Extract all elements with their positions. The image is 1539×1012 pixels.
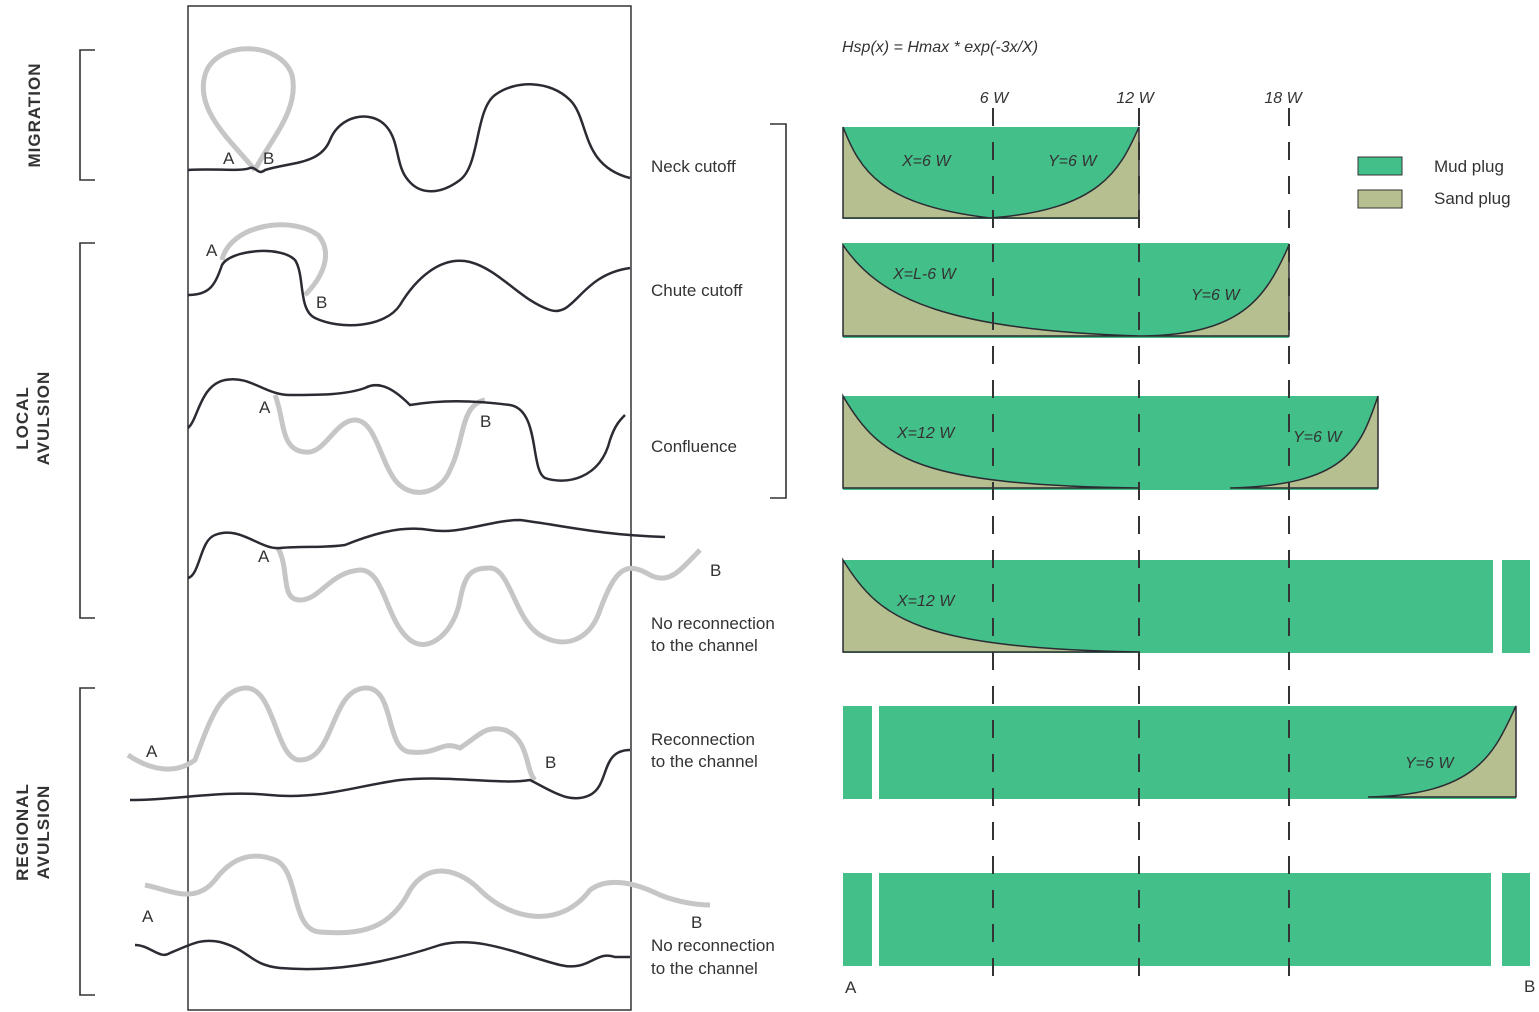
plug-label: Y=6 W (1293, 429, 1343, 446)
plug-label: Y=6 W (1191, 287, 1241, 304)
abandoned-channel (275, 395, 485, 492)
channel (188, 379, 625, 480)
bracket (80, 243, 95, 618)
plug-label: X=12 W (896, 593, 956, 610)
legend-label: Mud plug (1434, 157, 1504, 176)
legend-swatch (1358, 190, 1402, 208)
mud-plug (843, 706, 872, 799)
legend-label: Sand plug (1434, 189, 1511, 208)
plug-label: X=12 W (896, 425, 956, 442)
bracket (80, 50, 95, 180)
plug-label: Y=6 W (1048, 153, 1098, 170)
bracket (770, 124, 786, 498)
row-label: Reconnection (651, 730, 755, 749)
point-label: B (480, 412, 491, 431)
end-label: B (1524, 977, 1535, 996)
plug-label: X=L-6 W (892, 266, 958, 283)
abandoned-channel (203, 49, 293, 170)
group-label: LOCAL (13, 386, 32, 450)
row-label: No reconnection (651, 614, 775, 633)
group-label: MIGRATION (25, 62, 44, 167)
sketch-frame (188, 6, 631, 1010)
axis-label: 6 W (980, 90, 1010, 107)
row-label: No reconnection (651, 936, 775, 955)
row-label: to the channel (651, 959, 758, 978)
mud-plug (879, 706, 1516, 799)
point-label: A (223, 149, 235, 168)
plug-label: Y=6 W (1405, 755, 1455, 772)
point-label: A (258, 547, 270, 566)
axis-label: 18 W (1264, 90, 1303, 107)
point-label: B (263, 149, 274, 168)
sketch-labels: A B A B A B A B A B A B (142, 149, 721, 932)
formula: Hsp(x) = Hmax * exp(-3x/X) (842, 39, 1038, 56)
point-label: A (206, 241, 218, 260)
group-label: REGIONAL (13, 783, 32, 881)
row-label: to the channel (651, 636, 758, 655)
channel (135, 941, 630, 969)
point-label: B (545, 753, 556, 772)
bracket (80, 688, 95, 995)
legend-swatch (1358, 157, 1402, 175)
end-label: A (845, 978, 857, 997)
group-label: AVULSION (34, 371, 53, 466)
mud-plug (1502, 873, 1530, 966)
row-label: to the channel (651, 752, 758, 771)
channel (188, 84, 630, 191)
group-label: AVULSION (34, 785, 53, 880)
plug-label: X=6 W (901, 153, 952, 170)
row-label: Confluence (651, 437, 737, 456)
channel (188, 251, 630, 325)
mud-plug (1502, 560, 1530, 653)
point-label: A (146, 742, 158, 761)
row-label: Neck cutoff (651, 157, 736, 176)
row-label: Chute cutoff (651, 281, 743, 300)
new-channel (145, 856, 710, 933)
point-label: B (710, 561, 721, 580)
point-label: B (316, 293, 327, 312)
abandoned-channel (222, 225, 326, 295)
new-channel (278, 548, 700, 644)
mud-plug (879, 873, 1491, 966)
point-label: A (142, 907, 154, 926)
point-label: B (691, 913, 702, 932)
mud-plug (843, 873, 872, 966)
diagram: MIGRATION LOCAL AVULSION REGIONAL AVULSI… (0, 0, 1539, 1012)
point-label: A (259, 398, 271, 417)
axis-label: 12 W (1116, 90, 1155, 107)
new-channel (128, 688, 535, 780)
